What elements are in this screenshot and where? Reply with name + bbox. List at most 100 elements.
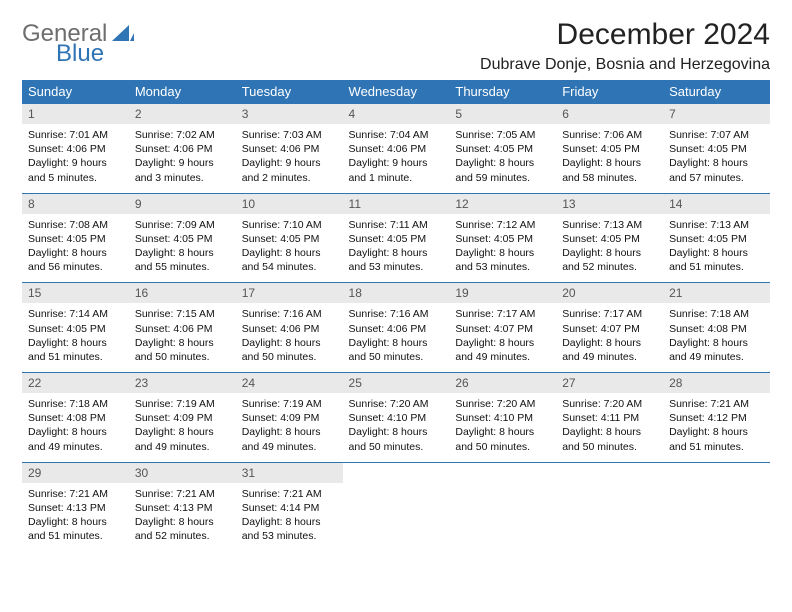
sunrise-text: Sunrise: 7:18 AM [28,397,123,411]
day-number: 2 [129,104,236,124]
sunset-text: Sunset: 4:12 PM [669,411,764,425]
day-body: Sunrise: 7:14 AMSunset: 4:05 PMDaylight:… [22,303,129,372]
day-body: Sunrise: 7:13 AMSunset: 4:05 PMDaylight:… [663,214,770,283]
calendar-day-cell: 19Sunrise: 7:17 AMSunset: 4:07 PMDayligh… [449,283,556,373]
daylight-text: Daylight: 8 hours and 53 minutes. [455,246,550,274]
day-number: 10 [236,194,343,214]
day-number: 26 [449,373,556,393]
weekday-header: Friday [556,80,663,104]
weekday-header: Saturday [663,80,770,104]
day-number: 9 [129,194,236,214]
day-body: Sunrise: 7:16 AMSunset: 4:06 PMDaylight:… [236,303,343,372]
sunrise-text: Sunrise: 7:04 AM [349,128,444,142]
day-number: 13 [556,194,663,214]
day-body: Sunrise: 7:04 AMSunset: 4:06 PMDaylight:… [343,124,450,193]
day-body: Sunrise: 7:12 AMSunset: 4:05 PMDaylight:… [449,214,556,283]
day-number: 3 [236,104,343,124]
calendar-day-cell: 26Sunrise: 7:20 AMSunset: 4:10 PMDayligh… [449,373,556,463]
day-body: Sunrise: 7:21 AMSunset: 4:14 PMDaylight:… [236,483,343,552]
calendar-day-cell: 24Sunrise: 7:19 AMSunset: 4:09 PMDayligh… [236,373,343,463]
sunset-text: Sunset: 4:13 PM [135,501,230,515]
day-body: Sunrise: 7:03 AMSunset: 4:06 PMDaylight:… [236,124,343,193]
calendar-day-cell: 25Sunrise: 7:20 AMSunset: 4:10 PMDayligh… [343,373,450,463]
sunrise-text: Sunrise: 7:21 AM [28,487,123,501]
daylight-text: Daylight: 8 hours and 49 minutes. [28,425,123,453]
day-body: Sunrise: 7:16 AMSunset: 4:06 PMDaylight:… [343,303,450,372]
sunset-text: Sunset: 4:05 PM [562,232,657,246]
calendar-day-cell: 18Sunrise: 7:16 AMSunset: 4:06 PMDayligh… [343,283,450,373]
day-number: 31 [236,463,343,483]
daylight-text: Daylight: 8 hours and 50 minutes. [455,425,550,453]
day-number: 22 [22,373,129,393]
daylight-text: Daylight: 8 hours and 50 minutes. [349,336,444,364]
daylight-text: Daylight: 8 hours and 49 minutes. [455,336,550,364]
sunrise-text: Sunrise: 7:07 AM [669,128,764,142]
sunrise-text: Sunrise: 7:20 AM [455,397,550,411]
weekday-header: Tuesday [236,80,343,104]
daylight-text: Daylight: 8 hours and 49 minutes. [562,336,657,364]
calendar-day-cell: 7Sunrise: 7:07 AMSunset: 4:05 PMDaylight… [663,104,770,194]
sunrise-text: Sunrise: 7:01 AM [28,128,123,142]
sunset-text: Sunset: 4:08 PM [669,322,764,336]
sunrise-text: Sunrise: 7:16 AM [242,307,337,321]
day-number: 14 [663,194,770,214]
daylight-text: Daylight: 8 hours and 50 minutes. [242,336,337,364]
calendar-day-cell: 4Sunrise: 7:04 AMSunset: 4:06 PMDaylight… [343,104,450,194]
sunset-text: Sunset: 4:06 PM [135,142,230,156]
calendar-day-cell: 12Sunrise: 7:12 AMSunset: 4:05 PMDayligh… [449,193,556,283]
sunrise-text: Sunrise: 7:15 AM [135,307,230,321]
day-number: 18 [343,283,450,303]
day-body: Sunrise: 7:21 AMSunset: 4:13 PMDaylight:… [129,483,236,552]
daylight-text: Daylight: 8 hours and 49 minutes. [242,425,337,453]
calendar-day-cell: 22 Sunrise: 7:18 AMSunset: 4:08 PMDayligh… [22,373,129,463]
daylight-text: Daylight: 8 hours and 52 minutes. [135,515,230,543]
day-body: Sunrise: 7:20 AMSunset: 4:11 PMDaylight:… [556,393,663,462]
daylight-text: Daylight: 8 hours and 51 minutes. [669,246,764,274]
sunset-text: Sunset: 4:08 PM [28,411,123,425]
day-number: 11 [343,194,450,214]
sunset-text: Sunset: 4:14 PM [242,501,337,515]
calendar-week-row: 15Sunrise: 7:14 AMSunset: 4:05 PMDayligh… [22,283,770,373]
day-body: Sunrise: 7:09 AMSunset: 4:05 PMDaylight:… [129,214,236,283]
daylight-text: Daylight: 8 hours and 53 minutes. [349,246,444,274]
day-number: 5 [449,104,556,124]
location-subtitle: Dubrave Donje, Bosnia and Herzegovina [480,56,770,74]
sunset-text: Sunset: 4:06 PM [135,322,230,336]
daylight-text: Daylight: 8 hours and 56 minutes. [28,246,123,274]
sunrise-text: Sunrise: 7:16 AM [349,307,444,321]
sunset-text: Sunset: 4:05 PM [455,142,550,156]
calendar-week-row: 29Sunrise: 7:21 AMSunset: 4:13 PMDayligh… [22,462,770,551]
day-body: Sunrise: 7:17 AMSunset: 4:07 PMDaylight:… [449,303,556,372]
header: General Blue December 2024 Dubrave Donje… [22,18,770,74]
weekday-header: Monday [129,80,236,104]
sunset-text: Sunset: 4:05 PM [28,322,123,336]
calendar-day-cell: 16Sunrise: 7:15 AMSunset: 4:06 PMDayligh… [129,283,236,373]
calendar-day-cell: 17Sunrise: 7:16 AMSunset: 4:06 PMDayligh… [236,283,343,373]
sunset-text: Sunset: 4:05 PM [562,142,657,156]
sunset-text: Sunset: 4:05 PM [455,232,550,246]
sunrise-text: Sunrise: 7:17 AM [562,307,657,321]
sunrise-text: Sunrise: 7:11 AM [349,218,444,232]
day-body: Sunrise: 7:02 AMSunset: 4:06 PMDaylight:… [129,124,236,193]
daylight-text: Daylight: 8 hours and 50 minutes. [135,336,230,364]
sunrise-text: Sunrise: 7:06 AM [562,128,657,142]
sunrise-text: Sunrise: 7:21 AM [669,397,764,411]
daylight-text: Daylight: 9 hours and 5 minutes. [28,156,123,184]
calendar-day-cell: 27Sunrise: 7:20 AMSunset: 4:11 PMDayligh… [556,373,663,463]
sunset-text: Sunset: 4:06 PM [242,142,337,156]
day-body: Sunrise: 7:13 AMSunset: 4:05 PMDaylight:… [556,214,663,283]
day-number: 30 [129,463,236,483]
day-number: 8 [22,194,129,214]
daylight-text: Daylight: 8 hours and 59 minutes. [455,156,550,184]
day-number: 1 [22,104,129,124]
daylight-text: Daylight: 9 hours and 1 minute. [349,156,444,184]
daylight-text: Daylight: 9 hours and 3 minutes. [135,156,230,184]
sunrise-text: Sunrise: 7:21 AM [135,487,230,501]
day-number: 28 [663,373,770,393]
day-body: Sunrise: 7:05 AMSunset: 4:05 PMDaylight:… [449,124,556,193]
sunrise-text: Sunrise: 7:18 AM [669,307,764,321]
day-body: Sunrise: 7:01 AMSunset: 4:06 PMDaylight:… [22,124,129,193]
sunset-text: Sunset: 4:10 PM [455,411,550,425]
day-body: Sunrise: 7:20 AMSunset: 4:10 PMDaylight:… [449,393,556,462]
logo: General Blue [22,22,134,66]
